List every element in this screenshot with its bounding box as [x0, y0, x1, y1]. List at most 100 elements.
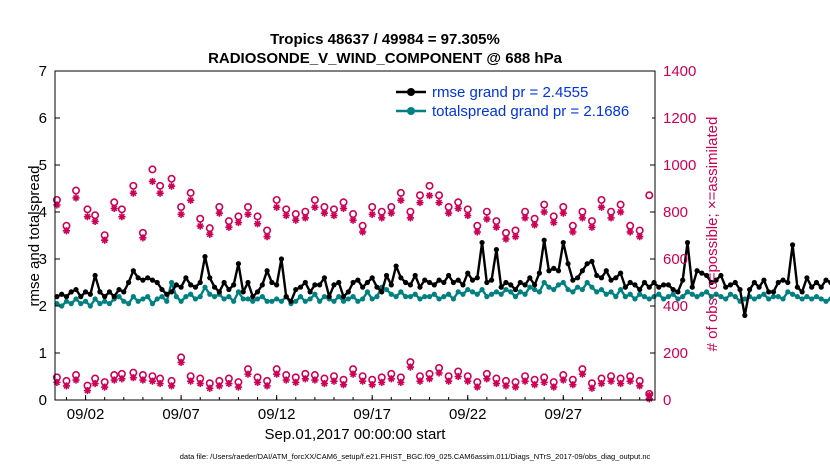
rmse-point [192, 284, 199, 290]
obs-assimilated-low-marker [234, 383, 243, 391]
obs-possible-marker [540, 200, 549, 209]
obs-possible-marker [215, 203, 224, 212]
totalspread-point [278, 298, 285, 304]
obs-assimilated-marker [540, 208, 548, 216]
rmse-point [493, 247, 500, 253]
totalspread-point [469, 289, 476, 295]
legend-marker-spread [407, 107, 415, 115]
obs-possible-marker [511, 226, 520, 235]
obs-assimilated-low-marker [139, 376, 147, 384]
rmse-point [603, 268, 609, 274]
obs-assimilated-marker [521, 214, 529, 222]
totalspread-point [121, 298, 127, 304]
rmse-point [426, 279, 433, 286]
rmse-point [293, 286, 299, 293]
obs-assimilated-low-marker [588, 384, 596, 392]
totalspread-point [751, 296, 757, 302]
rmse-point [555, 268, 562, 274]
totalspread-point [173, 294, 179, 300]
obs-assimilated-marker [187, 196, 195, 204]
obs-assimilated-low-marker [521, 377, 529, 385]
legend-marker-rmse [407, 88, 415, 96]
rmse-point [751, 279, 757, 286]
obs-possible-marker [482, 207, 491, 216]
obs-assimilated-low-marker [167, 382, 176, 390]
legend: rmse grand pr = 2.4555 totalspread grand… [392, 78, 652, 126]
obs-assimilated-marker [597, 203, 606, 211]
obs-possible-marker [117, 205, 126, 214]
obs-assimilated-marker [156, 189, 164, 197]
rmse-point [627, 279, 633, 286]
obs-possible-marker [310, 195, 319, 204]
rmse-point [321, 275, 328, 281]
rmse-point [799, 289, 805, 295]
rmse-point [742, 312, 748, 318]
totalspread-point [455, 289, 461, 295]
obs-possible-marker [616, 200, 625, 209]
obs-assimilated-marker [502, 235, 510, 243]
totalspread-point [527, 284, 533, 290]
rmse-point [326, 294, 332, 300]
rmse-point [317, 282, 323, 288]
totalspread-point [393, 294, 399, 300]
rmse-point [68, 289, 74, 295]
rmse-point [689, 284, 695, 290]
rmse-point [379, 289, 385, 295]
obs-possible-marker [358, 221, 367, 230]
rmse-point [484, 279, 490, 286]
rmse-point [789, 242, 796, 248]
rmse-point [106, 289, 113, 295]
obs-assimilated-low-marker [101, 383, 109, 391]
rmse-point [121, 289, 127, 295]
x-tick-label: 09/02 [67, 406, 105, 423]
rmse-point [130, 268, 136, 274]
obs-possible-marker [578, 207, 587, 216]
totalspread-point [274, 296, 280, 302]
obs-possible-marker [205, 224, 214, 233]
legend-label-spread: totalspread grand pr = 2.1686 [432, 103, 629, 120]
rmse-point [164, 291, 170, 297]
rmse-point [780, 277, 786, 283]
totalspread-point [775, 294, 781, 300]
obs-possible-marker [454, 198, 463, 207]
obs-assimilated-low-marker [225, 379, 233, 388]
obs-possible-marker [626, 221, 635, 230]
totalspread-point [675, 296, 681, 302]
totalspread-point [489, 291, 495, 297]
totalspread-point [159, 294, 165, 300]
totalspread-point [250, 298, 256, 304]
rmse-point [417, 284, 423, 290]
rmse-point [551, 265, 557, 271]
y2-tick-label: 1200 [663, 110, 696, 127]
totalspread-point [130, 294, 136, 300]
obs-assimilated-low-marker [292, 378, 300, 386]
x-tick-label: 09/22 [449, 406, 487, 423]
totalspread-point [340, 298, 347, 304]
rmse-point [245, 279, 251, 286]
totalspread-point [766, 296, 772, 302]
rmse-point [517, 279, 523, 286]
totalspread-point [446, 291, 452, 297]
totalspread-point [603, 291, 609, 297]
obs-assimilated-marker [636, 233, 644, 241]
totalspread-point [651, 294, 657, 300]
totalspread-point [350, 294, 356, 300]
rmse-point [226, 286, 232, 293]
rmse-point [684, 239, 691, 246]
obs-possible-marker [473, 221, 482, 230]
totalspread-point [656, 291, 662, 297]
obs-assimilated-low-marker [368, 381, 376, 389]
obs-assimilated-marker [206, 230, 214, 238]
obs-assimilated-low-marker [511, 383, 520, 391]
obs-assimilated-low-marker [206, 384, 214, 392]
obs-assimilated-low-marker [301, 375, 309, 383]
obs-possible-marker [156, 181, 165, 190]
rmse-point [699, 270, 705, 276]
obs-assimilated-low-marker [62, 382, 71, 390]
totalspread-point [512, 294, 519, 300]
obs-assimilated-marker [397, 196, 405, 204]
obs-assimilated-low-marker [91, 379, 99, 388]
totalspread-point [723, 296, 729, 302]
obs-assimilated-low-marker [273, 370, 281, 378]
y-tick-label: 3 [39, 251, 47, 268]
